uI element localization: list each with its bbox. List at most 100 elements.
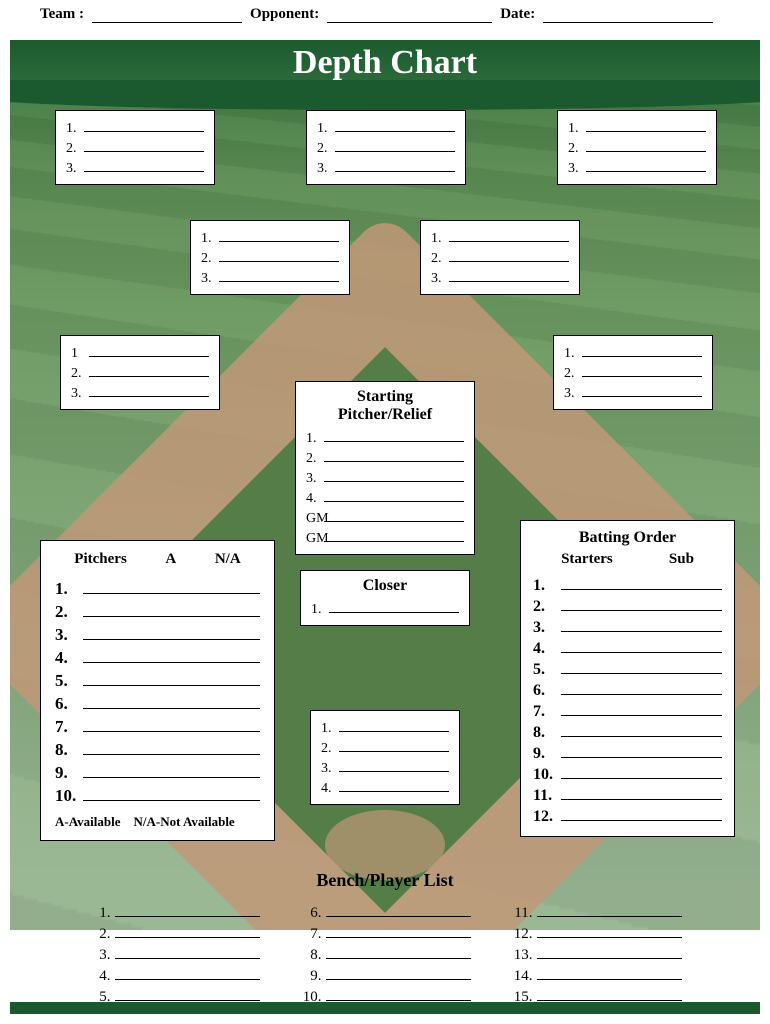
blank-line[interactable] (326, 966, 471, 980)
blank-line[interactable] (537, 987, 682, 1001)
blank-line[interactable] (324, 468, 464, 482)
blank-line[interactable] (561, 765, 722, 779)
row-number: 5. (533, 661, 561, 679)
blank-line[interactable] (89, 383, 209, 397)
blank-line[interactable] (115, 987, 260, 1001)
bench-section: Bench/Player List 1.2.3.4.5.6.7.8.9.10.1… (40, 870, 730, 1008)
blank-line[interactable] (561, 576, 722, 590)
blank-line[interactable] (115, 966, 260, 980)
blank-line[interactable] (586, 118, 706, 132)
blank-line[interactable] (561, 597, 722, 611)
blank-line[interactable] (83, 649, 260, 663)
row-number: 13. (511, 947, 537, 964)
outfield-box-2: 1.2.3. (557, 110, 717, 185)
blank-line[interactable] (324, 488, 464, 502)
blank-line[interactable] (324, 428, 464, 442)
blank-line[interactable] (326, 987, 471, 1001)
blank-line[interactable] (537, 966, 682, 980)
blank-line[interactable] (83, 695, 260, 709)
blank-line[interactable] (582, 343, 702, 357)
row-number: 2. (321, 741, 339, 757)
team-label: Team : (40, 6, 84, 23)
row-number: 9. (533, 745, 561, 763)
blank-line[interactable] (115, 903, 260, 917)
blank-line[interactable] (561, 660, 722, 674)
blank-line[interactable] (339, 758, 449, 772)
blank-line[interactable] (339, 778, 449, 792)
blank-line[interactable] (83, 672, 260, 686)
blank-line[interactable] (335, 158, 455, 172)
row-number: 2. (89, 926, 115, 943)
blank-line[interactable] (324, 448, 464, 462)
row-number: 4. (321, 781, 339, 797)
row-number: 5. (89, 989, 115, 1006)
blank-line[interactable] (582, 363, 702, 377)
blank-line[interactable] (219, 228, 339, 242)
blank-line[interactable] (561, 681, 722, 695)
blank-line[interactable] (83, 764, 260, 778)
blank-line[interactable] (339, 738, 449, 752)
date-field[interactable] (543, 6, 713, 23)
blank-line[interactable] (537, 924, 682, 938)
blank-line[interactable] (561, 744, 722, 758)
blank-line[interactable] (219, 248, 339, 262)
row-number: 10. (533, 766, 561, 784)
row-number: 1. (321, 721, 339, 737)
row-number: 1. (306, 431, 324, 447)
blank-line[interactable] (329, 599, 459, 613)
row-number: 8. (300, 947, 326, 964)
row-number: 1. (317, 121, 335, 137)
bench-column: 6.7.8.9.10. (300, 901, 471, 1008)
blank-line[interactable] (115, 945, 260, 959)
blank-line[interactable] (561, 786, 722, 800)
blank-line[interactable] (537, 945, 682, 959)
blank-line[interactable] (83, 718, 260, 732)
blank-line[interactable] (561, 639, 722, 653)
blank-line[interactable] (586, 158, 706, 172)
blank-line[interactable] (449, 268, 569, 282)
blank-line[interactable] (324, 528, 464, 542)
blank-line[interactable] (339, 718, 449, 732)
blank-line[interactable] (561, 807, 722, 821)
blank-line[interactable] (335, 138, 455, 152)
row-number: 3. (89, 947, 115, 964)
blank-line[interactable] (326, 945, 471, 959)
blank-line[interactable] (89, 363, 209, 377)
blank-line[interactable] (89, 343, 209, 357)
row-number: 11. (511, 905, 537, 922)
row-number: 6. (300, 905, 326, 922)
blank-line[interactable] (83, 603, 260, 617)
blank-line[interactable] (561, 618, 722, 632)
blank-line[interactable] (561, 723, 722, 737)
opponent-field[interactable] (327, 6, 492, 23)
row-number: 10. (300, 989, 326, 1006)
blank-line[interactable] (586, 138, 706, 152)
blank-line[interactable] (115, 924, 260, 938)
blank-line[interactable] (582, 383, 702, 397)
batting-order-box: Batting OrderStartersSub1.2.3.4.5.6.7.8.… (520, 520, 735, 837)
blank-line[interactable] (84, 118, 204, 132)
blank-line[interactable] (84, 158, 204, 172)
col-a: A (165, 551, 176, 568)
blank-line[interactable] (219, 268, 339, 282)
team-field[interactable] (92, 6, 242, 23)
pitchers-title: Pitchers (74, 551, 126, 568)
blank-line[interactable] (326, 903, 471, 917)
blank-line[interactable] (324, 508, 464, 522)
blank-line[interactable] (83, 787, 260, 801)
blank-line[interactable] (537, 903, 682, 917)
blank-line[interactable] (83, 580, 260, 594)
blank-line[interactable] (84, 138, 204, 152)
outfield-box-0: 1.2.3. (55, 110, 215, 185)
blank-line[interactable] (449, 228, 569, 242)
row-number: 3. (306, 471, 324, 487)
form-header: Team : Opponent: Date: (0, 0, 770, 27)
blank-line[interactable] (561, 702, 722, 716)
row-number: 1. (66, 121, 84, 137)
blank-line[interactable] (326, 924, 471, 938)
blank-line[interactable] (335, 118, 455, 132)
blank-line[interactable] (83, 626, 260, 640)
closer-title: Closer (311, 577, 459, 595)
blank-line[interactable] (83, 741, 260, 755)
blank-line[interactable] (449, 248, 569, 262)
